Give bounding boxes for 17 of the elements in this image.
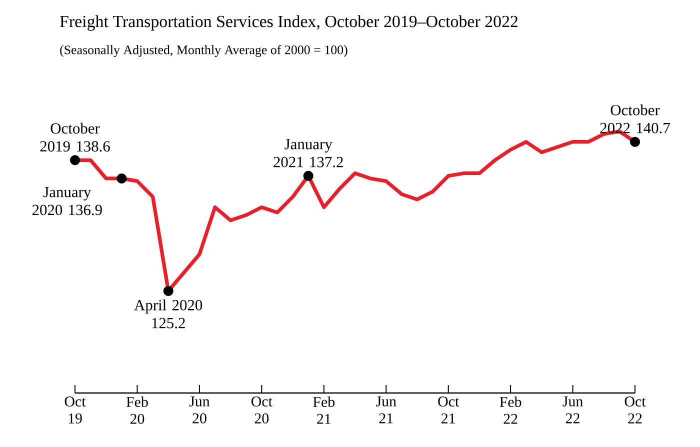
annotation: October 2019 138.6 bbox=[40, 122, 110, 152]
annotation: January 2020 136.9 bbox=[32, 186, 102, 216]
annotation: January 2021 137.2 bbox=[274, 139, 343, 168]
x-tick-label: Oct 19 bbox=[64, 396, 86, 424]
x-tick-label: Oct 22 bbox=[624, 396, 646, 424]
annotation: October 2022 140.7 bbox=[600, 104, 670, 134]
chart-title: Freight Transportation Services Index, October 2019–October 2022 bbox=[60, 15, 518, 31]
annotation: April 2020 125.2 bbox=[134, 299, 202, 328]
x-tick-label: Feb 20 bbox=[126, 396, 148, 424]
x-tick-label: Oct 20 bbox=[251, 396, 272, 424]
x-tick-label: Jun 21 bbox=[376, 396, 396, 424]
x-tick-label: Oct 21 bbox=[438, 396, 460, 424]
x-tick-label: Jun 20 bbox=[189, 396, 210, 424]
x-tick-label: Jun 22 bbox=[562, 396, 583, 424]
x-tick-label: Feb 21 bbox=[313, 396, 335, 424]
chart-subtitle: (Seasonally Adjusted, Monthly Average of 2000 = 100) bbox=[60, 45, 348, 57]
x-tick-label: Feb 22 bbox=[500, 396, 522, 424]
